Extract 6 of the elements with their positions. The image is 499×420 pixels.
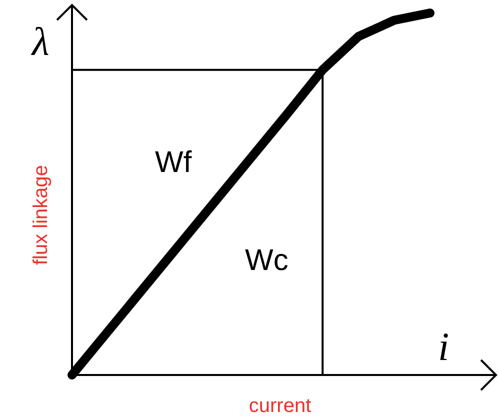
annotation: Wf (155, 146, 192, 179)
x-axis-title: current (248, 395, 312, 417)
text: λ (31, 19, 50, 64)
annotation: i (438, 324, 450, 369)
annotation: Wc (245, 244, 288, 277)
y-axis-title: flux linkage (30, 164, 52, 266)
